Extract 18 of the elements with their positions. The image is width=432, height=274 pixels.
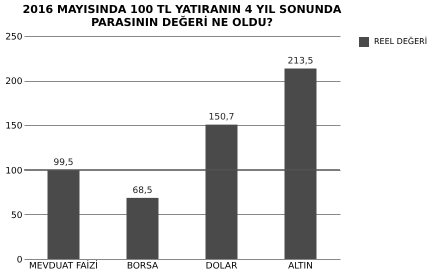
text: 99,5: [53, 158, 74, 168]
y-tick-label: 100: [5, 166, 23, 176]
legend-label: REEL DEĞERİ: [374, 36, 428, 46]
y-tick-label: 200: [5, 77, 23, 88]
bar: [126, 198, 158, 259]
text: PARASININ DEĞERİ NE OLDU?: [91, 16, 273, 29]
text: 213,5: [288, 56, 314, 67]
y-tick-label: 50: [11, 210, 23, 221]
text: 68,5: [132, 186, 153, 196]
x-tick-label: DOLAR: [206, 262, 238, 272]
x-tick-label: BORSA: [126, 262, 160, 272]
y-tick-label: 150: [5, 122, 23, 132]
text: 2016 MAYISINDA 100 TL YATIRANIN 4 YIL SONUNDA: [22, 3, 342, 16]
y-tick-label: 0: [16, 256, 23, 266]
y-tick-label: 250: [5, 32, 23, 42]
x-tick-label: MEVDUAT FAİZİ: [29, 260, 98, 272]
x-tick-label: ALTIN: [288, 262, 313, 272]
text: 150,7: [208, 112, 234, 123]
